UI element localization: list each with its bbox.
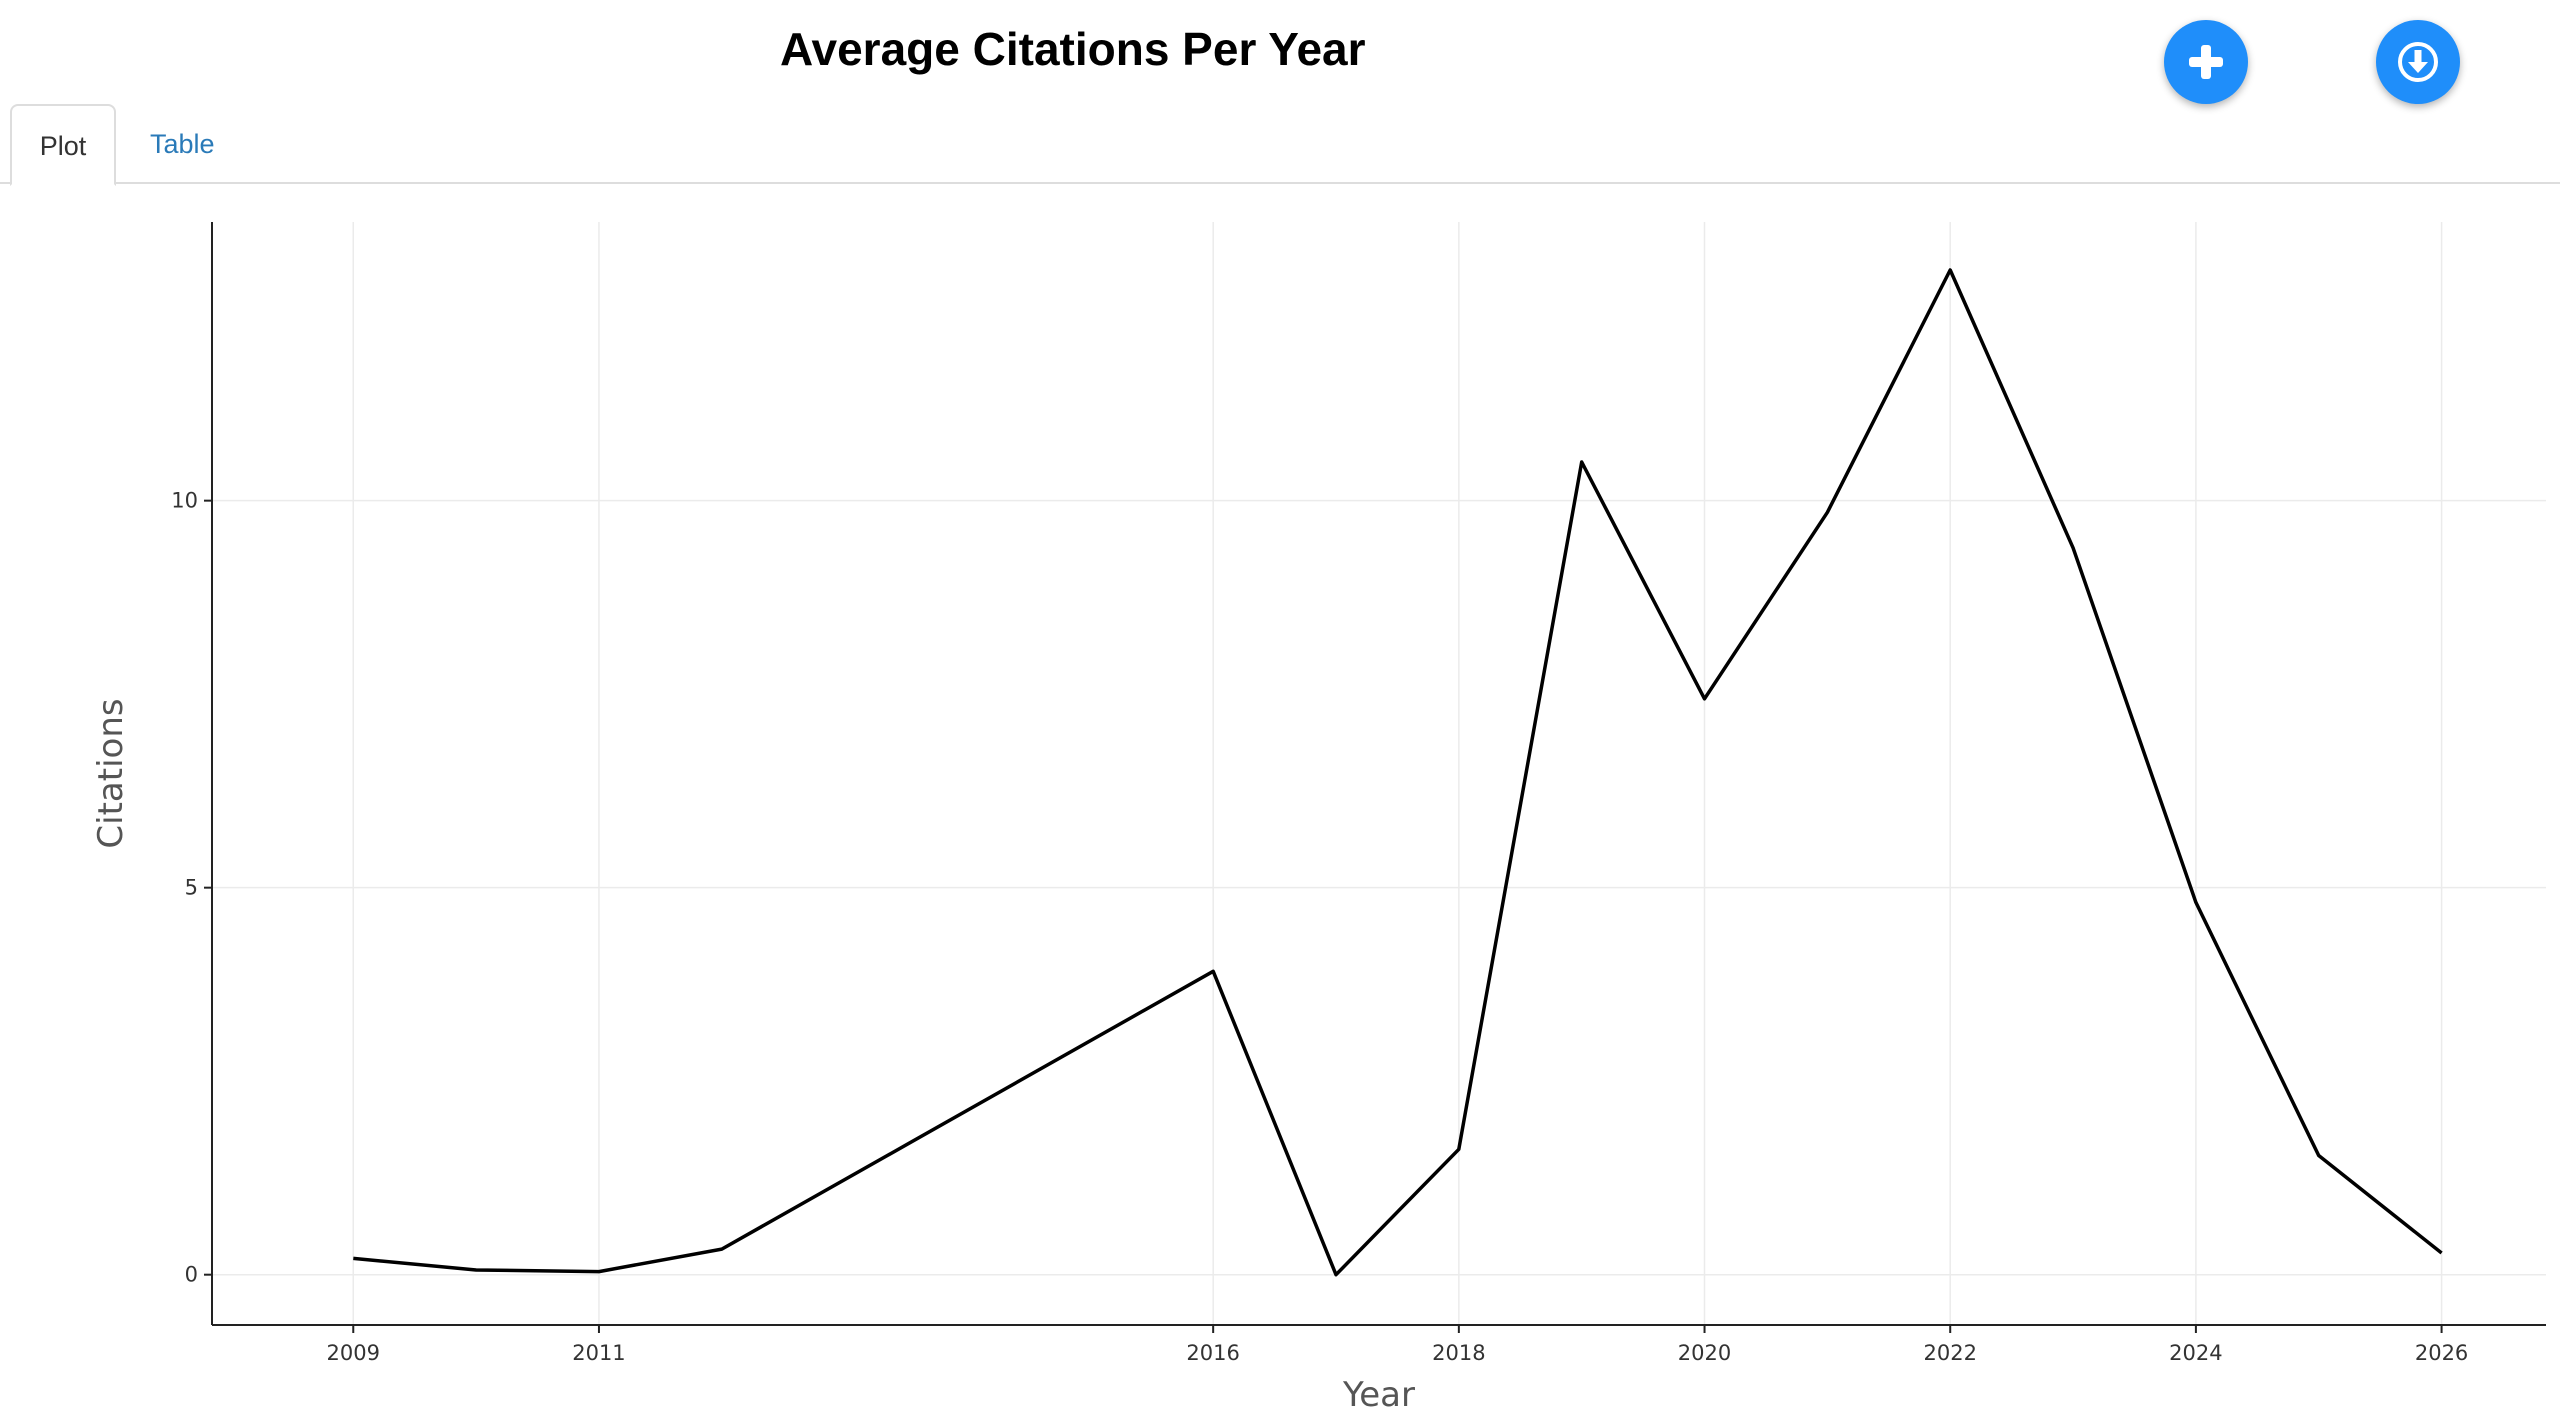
citations-series-line (353, 268, 2443, 1277)
y-axis-title: Citations (91, 698, 131, 848)
data-point[interactable] (1455, 1145, 1463, 1153)
data-point[interactable] (718, 1245, 726, 1253)
data-point[interactable] (1209, 967, 1217, 975)
data-point[interactable] (2438, 1249, 2446, 1257)
y-tick-label: 10 (171, 489, 198, 513)
x-tick-label: 2016 (1186, 1341, 1239, 1365)
data-point[interactable] (1946, 266, 1954, 274)
tab-bar: Plot Table (0, 104, 2560, 186)
x-tick-label: 2022 (1923, 1341, 1976, 1365)
x-axis-title: Year (1342, 1375, 1415, 1415)
data-point[interactable] (1578, 458, 1586, 466)
x-tick-label: 2026 (2415, 1341, 2468, 1365)
data-point[interactable] (595, 1268, 603, 1276)
tab-plot[interactable]: Plot (10, 104, 116, 186)
download-button[interactable] (2376, 20, 2460, 104)
x-tick-label: 2018 (1432, 1341, 1485, 1365)
x-tick-label: 2011 (572, 1341, 625, 1365)
data-point[interactable] (2069, 544, 2077, 552)
grid-lines (212, 222, 2546, 1325)
x-tick-label: 2020 (1678, 1341, 1731, 1365)
axes (204, 222, 2546, 1333)
x-tick-label: 2024 (2169, 1341, 2222, 1365)
plus-icon (2189, 45, 2223, 79)
page-title: Average Citations Per Year (780, 23, 1366, 75)
data-point[interactable] (1823, 508, 1831, 516)
data-point[interactable] (349, 1254, 357, 1262)
data-point[interactable] (2315, 1151, 2323, 1159)
tab-table[interactable]: Table (150, 129, 215, 159)
y-tick-label: 5 (185, 876, 198, 900)
data-point[interactable] (1701, 695, 1709, 703)
tick-labels: 2009 2011 2016 2018 2020 2022 2024 2026 0 5 10 (171, 489, 2468, 1365)
series-layer (349, 266, 2446, 1279)
y-tick-label: 0 (185, 1263, 198, 1287)
add-button[interactable] (2164, 20, 2248, 104)
x-tick-label: 2009 (327, 1341, 380, 1365)
data-point[interactable] (1332, 1271, 1340, 1279)
data-point[interactable] (472, 1266, 480, 1274)
data-point[interactable] (2192, 898, 2200, 906)
download-circle-icon (2398, 42, 2438, 82)
